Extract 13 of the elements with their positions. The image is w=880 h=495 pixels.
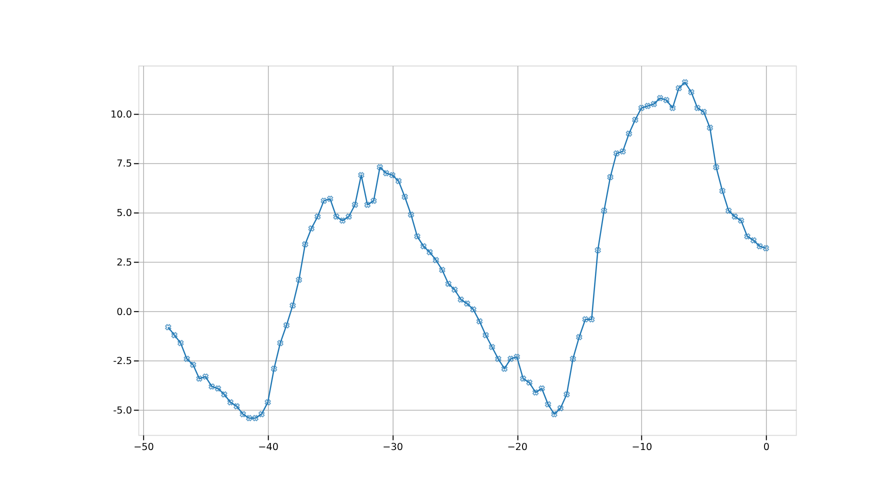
y-tick-label: -5.0 xyxy=(113,406,132,417)
y-tick-label: 5.0 xyxy=(116,208,132,220)
x-tick-label: −40 xyxy=(258,442,278,453)
x-tick-label: −50 xyxy=(134,442,154,453)
y-tick-label: 10.0 xyxy=(110,109,132,120)
y-tick-label: 0.0 xyxy=(116,306,132,318)
x-tick-label: −10 xyxy=(632,442,652,453)
y-tick-label: 2.5 xyxy=(116,257,132,268)
y-tick-label: 7.5 xyxy=(116,158,132,170)
x-tick-label: 0 xyxy=(763,442,770,453)
y-tick-label: -2.5 xyxy=(113,356,132,368)
x-tick-label: −20 xyxy=(507,442,528,453)
x-tick-label: −30 xyxy=(382,442,404,453)
